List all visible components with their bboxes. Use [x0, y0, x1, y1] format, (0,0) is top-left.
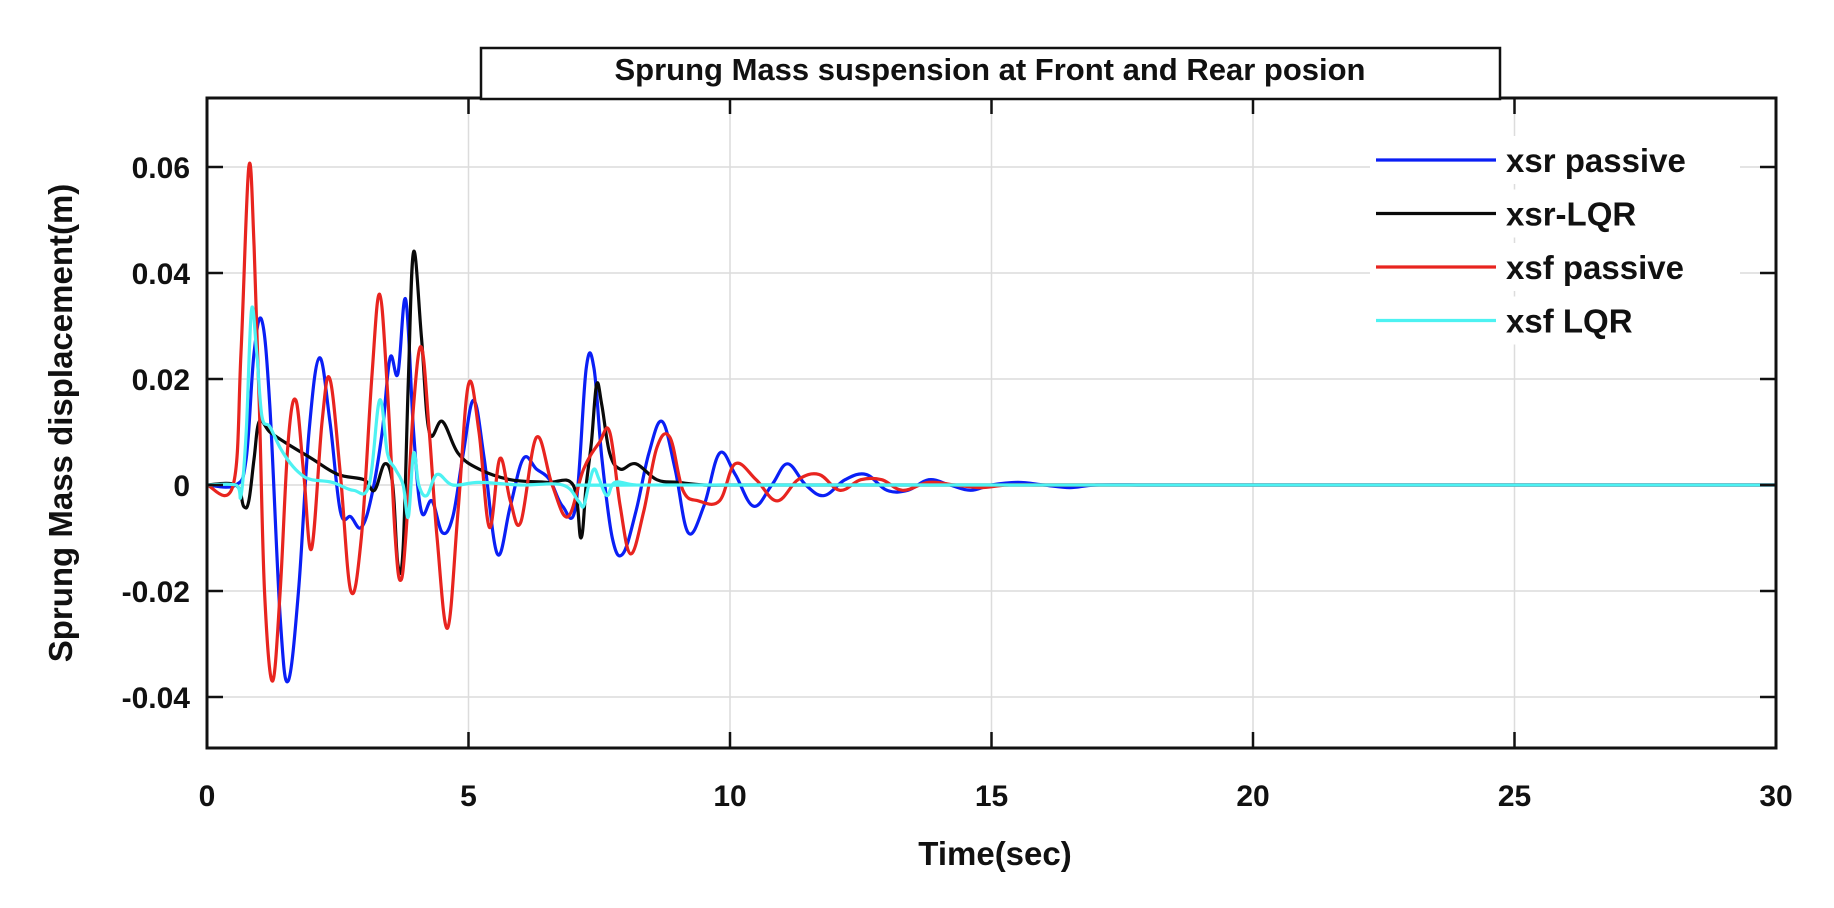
x-tick-label: 25 [1498, 780, 1531, 813]
title-box [479, 46, 1502, 101]
legend-label: xsf passive [1506, 249, 1684, 286]
legend-item-xsf-passive: xsf passive [1370, 243, 1740, 291]
x-tick-label: 10 [713, 780, 746, 813]
y-tick-label: 0.02 [132, 364, 190, 397]
y-tick-label: 0 [173, 470, 190, 503]
legend-label: xsf LQR [1506, 303, 1633, 340]
legend-label: xsr passive [1506, 142, 1686, 179]
series-xsf-lqr [207, 305, 1776, 520]
x-tick-label: 5 [460, 780, 477, 813]
x-tick-labels: 0 5 10 15 20 25 30 [199, 780, 1793, 813]
y-tick-label: -0.04 [122, 682, 191, 715]
legend-item-xsr-lqr: xsr-LQR [1370, 189, 1740, 238]
x-tick-label: 15 [975, 780, 1008, 813]
y-tick-label: 0.04 [132, 258, 191, 291]
legend-item-xsf-lqr: xsf LQR [1370, 296, 1740, 345]
x-tick-label: 20 [1236, 780, 1269, 813]
x-axis-label: Time(sec) [918, 835, 1071, 872]
y-tick-labels: -0.04 -0.02 0 0.02 0.04 0.06 [122, 152, 191, 715]
y-tick-label: 0.06 [132, 152, 190, 185]
legend: xsr passive xsr-LQR xsf passive xsf LQR [1370, 136, 1740, 345]
axis-ticks [207, 98, 1776, 748]
y-axis-label: Sprung Mass displacement(m) [42, 184, 79, 663]
x-tick-label: 0 [199, 780, 216, 813]
series-xsf-passive [207, 161, 1776, 683]
chart-title: Sprung Mass suspension at Front and Rear… [479, 46, 1502, 101]
series-layer [207, 161, 1776, 684]
y-tick-label: -0.02 [122, 576, 190, 609]
x-tick-label: 30 [1759, 780, 1792, 813]
legend-label: xsr-LQR [1506, 196, 1636, 233]
legend-item-xsr-passive: xsr passive [1370, 136, 1740, 184]
title-text: Sprung Mass suspension at Front and Rear… [615, 52, 1366, 87]
